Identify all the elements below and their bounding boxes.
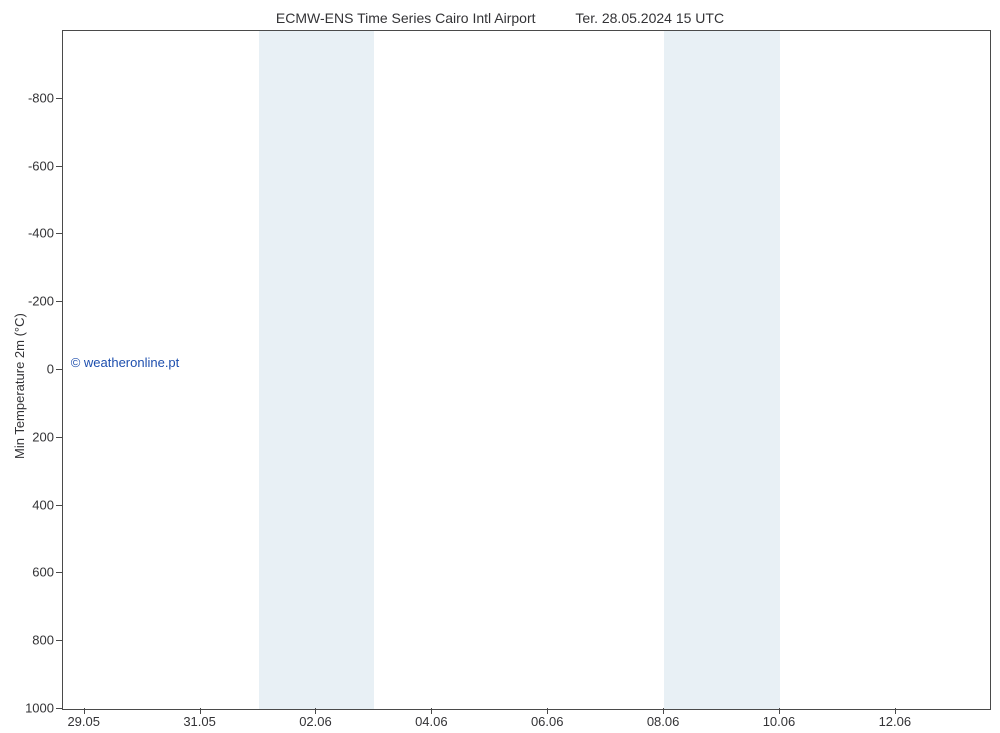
x-tick-label: 29.05: [67, 714, 100, 729]
chart-title-right: Ter. 28.05.2024 15 UTC: [575, 10, 724, 26]
chart-title-left: ECMW-ENS Time Series Cairo Intl Airport: [276, 10, 536, 26]
y-tick-mark: [56, 437, 62, 438]
x-tick-label: 06.06: [531, 714, 564, 729]
y-tick-label: 0: [4, 362, 54, 377]
y-tick-label: -200: [4, 294, 54, 309]
x-tick-label: 02.06: [299, 714, 332, 729]
y-tick-label: 800: [4, 633, 54, 648]
chart-title-row: ECMW-ENS Time Series Cairo Intl Airport …: [0, 10, 1000, 26]
y-tick-mark: [56, 369, 62, 370]
x-tick-mark: [663, 708, 664, 714]
y-tick-label: 1000: [4, 701, 54, 716]
x-tick-mark: [547, 708, 548, 714]
y-tick-mark: [56, 708, 62, 709]
y-tick-mark: [56, 98, 62, 99]
weekend-band: [259, 31, 317, 709]
y-tick-label: -400: [4, 226, 54, 241]
x-tick-label: 10.06: [763, 714, 796, 729]
y-tick-label: 400: [4, 497, 54, 512]
y-tick-label: 200: [4, 429, 54, 444]
x-tick-mark: [84, 708, 85, 714]
weekend-band: [664, 31, 722, 709]
x-tick-mark: [895, 708, 896, 714]
y-tick-mark: [56, 166, 62, 167]
plot-area: [62, 30, 991, 710]
y-tick-mark: [56, 233, 62, 234]
x-tick-mark: [431, 708, 432, 714]
y-tick-label: 600: [4, 565, 54, 580]
chart-container: ECMW-ENS Time Series Cairo Intl Airport …: [0, 0, 1000, 733]
y-tick-mark: [56, 572, 62, 573]
x-tick-label: 04.06: [415, 714, 448, 729]
x-tick-label: 12.06: [879, 714, 912, 729]
watermark-text: © weatheronline.pt: [71, 355, 180, 370]
weekend-band: [316, 31, 374, 709]
y-tick-label: -600: [4, 158, 54, 173]
x-tick-mark: [315, 708, 316, 714]
weekend-band: [722, 31, 780, 709]
y-tick-mark: [56, 301, 62, 302]
x-tick-label: 08.06: [647, 714, 680, 729]
x-tick-mark: [779, 708, 780, 714]
x-tick-mark: [200, 708, 201, 714]
y-tick-label: -800: [4, 90, 54, 105]
x-tick-label: 31.05: [183, 714, 216, 729]
y-tick-mark: [56, 640, 62, 641]
y-tick-mark: [56, 505, 62, 506]
